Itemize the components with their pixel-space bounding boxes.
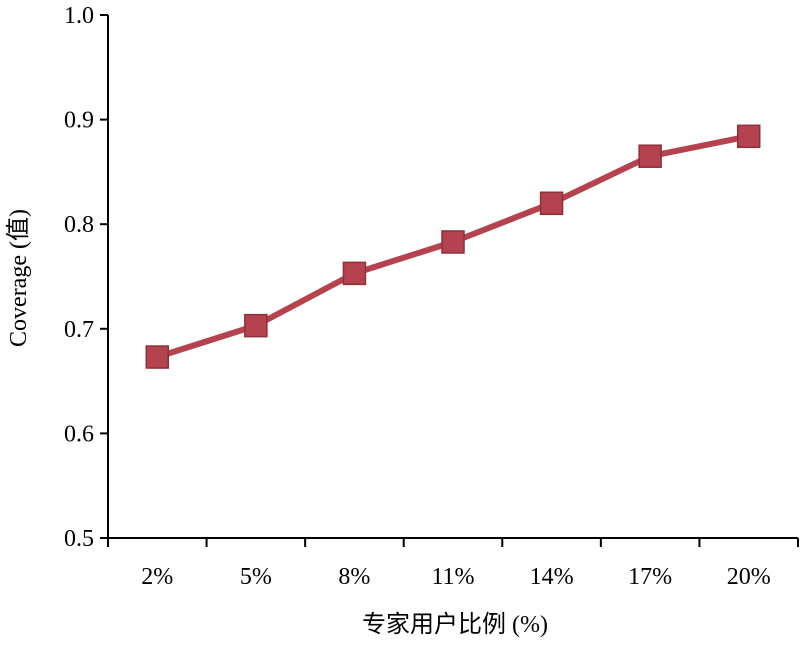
data-point-marker [736,124,761,149]
y-axis-title: Coverage (值) [5,209,32,347]
x-tick-label: 11% [431,564,474,590]
y-tick-label: 0.8 [64,212,94,238]
data-point-marker [638,144,662,168]
data-point-marker [244,313,268,338]
x-axis-title: 专家用户比例 (%) [362,611,548,638]
data-point-marker [145,345,170,369]
x-tick-label: 8% [338,564,370,590]
y-tick-label: 0.5 [64,526,94,552]
y-tick-label: 0.9 [64,108,94,134]
y-tick-label: 0.6 [64,421,94,447]
x-tick-label: 17% [628,564,672,590]
x-tick-label: 14% [530,564,574,590]
x-tick-label: 5% [240,564,272,590]
data-point-marker [342,261,367,286]
x-tick-label: 2% [141,564,173,590]
data-point-marker [539,191,564,216]
y-tick-label: 1.0 [64,3,94,29]
x-tick-label: 20% [727,564,771,590]
data-point-marker [441,230,465,254]
y-tick-label: 0.7 [64,317,94,343]
